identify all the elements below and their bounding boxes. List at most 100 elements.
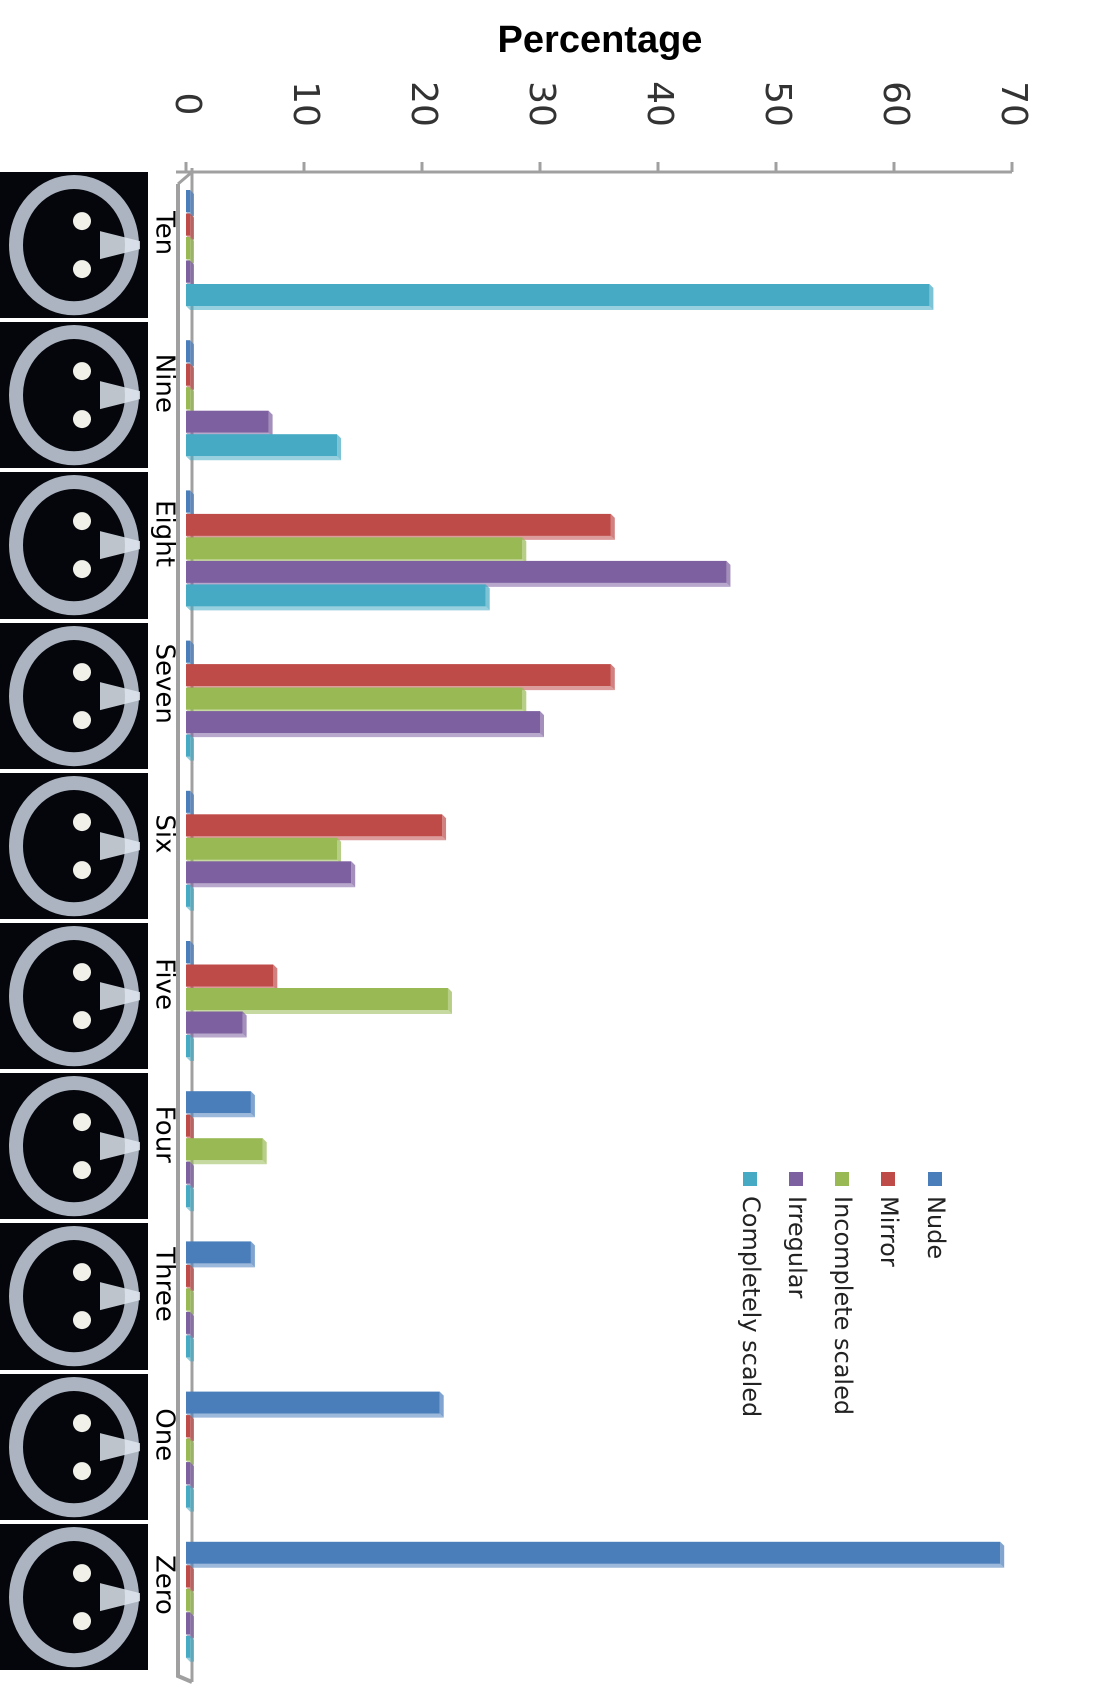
bar-depth-four-incomplete-scaled [186,1160,267,1165]
legend-label-mirror: Mirror [875,1196,903,1267]
axis-floor [176,184,193,1684]
bar-end-seven-incomplete-scaled [522,687,527,714]
bar-end-nine-mirror [190,363,194,390]
specimen-photo-eight [0,472,148,619]
scale-specimen-photo [9,1226,140,1367]
legend-swatch-completely-scaled [743,1172,757,1186]
bar-five-nude [186,941,190,963]
bar-three-incomplete-scaled [186,1288,190,1311]
bar-end-four-mirror [190,1114,194,1141]
bar-end-four-incomplete-scaled [262,1138,267,1165]
bar-depth-five-irregular [186,1033,247,1038]
legend-label-incomplete-scaled: Incomplete scaled [829,1196,857,1415]
bar-zero-mirror [186,1565,190,1588]
specimen-photo-nine [0,322,148,469]
bars-layer [186,190,1005,1662]
category-label-seven: Seven [150,644,180,724]
legend-label-completely-scaled: Completely scaled [737,1196,765,1417]
bar-end-zero-completely-scaled [190,1635,194,1662]
bar-seven-completely-scaled [186,734,190,757]
bar-end-eight-completely-scaled [485,584,490,611]
bar-one-incomplete-scaled [186,1438,190,1461]
bar-one-completely-scaled [186,1485,190,1508]
bar-end-nine-nude [190,340,194,367]
bar-six-nude [186,790,190,813]
bar-end-seven-irregular [540,711,544,738]
bar-depth-seven-irregular [186,733,544,738]
legend-swatch-mirror [881,1172,895,1186]
tick-label-20: 20 [403,81,444,127]
bar-end-eight-nude [190,490,194,517]
legend-label-nude: Nude [922,1196,950,1259]
bar-depth-three-nude [186,1263,255,1268]
bar-end-four-irregular [190,1161,194,1188]
bar-end-six-nude [190,790,194,817]
bar-end-one-nude [439,1391,444,1418]
scale-specimen-photo [9,175,140,316]
bar-eight-nude [186,490,190,513]
bar-end-seven-completely-scaled [190,734,194,761]
bar-end-eight-mirror [610,513,615,540]
category-label-four: Four [150,1106,180,1163]
scale-specimen-photo [9,325,140,466]
specimen-photo-zero [0,1523,148,1670]
x-axis-title: Percentage [497,19,703,61]
tick-label-10: 10 [285,81,326,127]
category-label-zero: Zero [150,1555,180,1615]
bar-depth-zero-nude [186,1563,1005,1568]
legend-swatch-incomplete-scaled [835,1172,849,1186]
bar-end-nine-irregular [268,410,273,437]
bar-three-mirror [186,1264,190,1287]
bar-three-completely-scaled [186,1335,190,1358]
bar-eight-irregular [186,560,727,583]
bar-five-completely-scaled [186,1035,190,1057]
bar-end-zero-mirror [190,1565,194,1592]
bar-five-incomplete-scaled [186,988,448,1010]
bar-end-nine-completely-scaled [337,434,342,461]
bar-end-ten-incomplete-scaled [190,237,194,263]
scale-specimen-photo [9,1526,140,1667]
legend-label-irregular: Irregular [783,1196,811,1298]
bar-seven-incomplete-scaled [186,687,523,710]
bar-end-five-nude [190,941,194,967]
tick-label-70: 70 [993,81,1034,127]
bar-three-irregular [186,1311,190,1334]
bar-end-four-nude [250,1091,255,1118]
bar-depth-six-irregular [186,883,356,888]
scale-specimen-photo [9,1376,140,1517]
bar-end-eight-irregular [726,560,731,587]
bar-end-six-irregular [351,861,356,888]
scale-specimen-photo [9,775,140,916]
bar-nine-nude [186,340,190,363]
tick-label-60: 60 [875,81,916,127]
scale-specimen-photo [9,475,140,616]
bar-zero-irregular [186,1612,190,1635]
specimen-photo-six [0,772,148,919]
bar-six-irregular [186,861,352,884]
bar-end-seven-nude [190,640,194,667]
bar-depth-ten-completely-scaled [186,306,934,310]
bar-one-mirror [186,1415,190,1438]
bar-nine-incomplete-scaled [186,387,190,410]
legend: Nude Mirror Incomplete scaled Irregular Comp… [737,1172,950,1417]
category-label-eight: Eight [150,500,180,567]
category-label-six: Six [150,814,180,853]
bar-depth-seven-completely-scaled [186,756,194,761]
bar-nine-completely-scaled [186,434,338,457]
bar-depth-zero-completely-scaled [186,1657,194,1662]
scale-specimen-photo [9,625,140,766]
bar-four-mirror [186,1114,190,1137]
bar-end-five-incomplete-scaled [447,988,452,1014]
bar-end-eight-incomplete-scaled [522,537,527,564]
bar-end-six-mirror [442,814,447,841]
bar-ten-mirror [186,213,190,236]
bar-four-incomplete-scaled [186,1138,263,1161]
bar-five-mirror [186,964,274,987]
bar-depth-five-incomplete-scaled [186,1010,452,1014]
bar-four-irregular [186,1161,190,1184]
tick-label-50: 50 [757,81,798,127]
bar-eight-completely-scaled [186,584,486,607]
bar-depth-six-completely-scaled [186,906,194,911]
bar-three-nude [186,1241,251,1264]
